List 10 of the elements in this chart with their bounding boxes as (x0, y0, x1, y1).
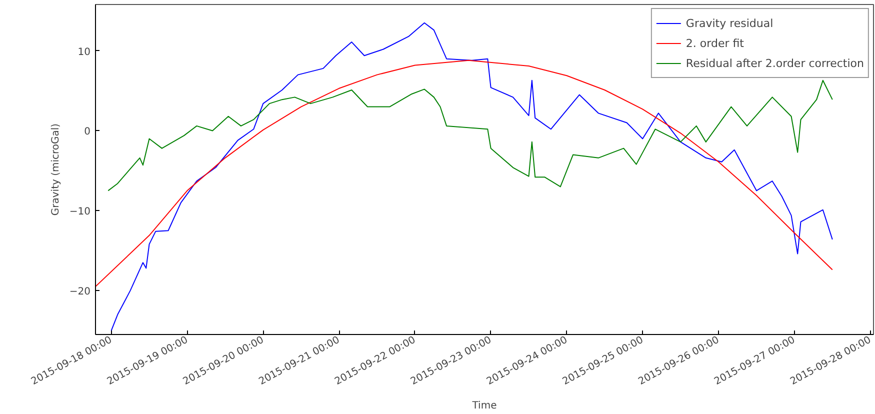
y-axis-title: Gravity (microGal) (50, 123, 62, 216)
y-tick-label: 10 (78, 46, 91, 58)
legend-label: Gravity residual (686, 16, 774, 30)
line-series (108, 80, 833, 192)
y-tick-label: −10 (69, 206, 91, 218)
legend-label: 2. order fit (686, 36, 744, 50)
y-tick-label: 0 (84, 126, 91, 138)
legend-label: Residual after 2.order correction (686, 56, 864, 70)
y-tick-label: −20 (69, 286, 91, 298)
x-axis-title: Time (471, 400, 497, 412)
